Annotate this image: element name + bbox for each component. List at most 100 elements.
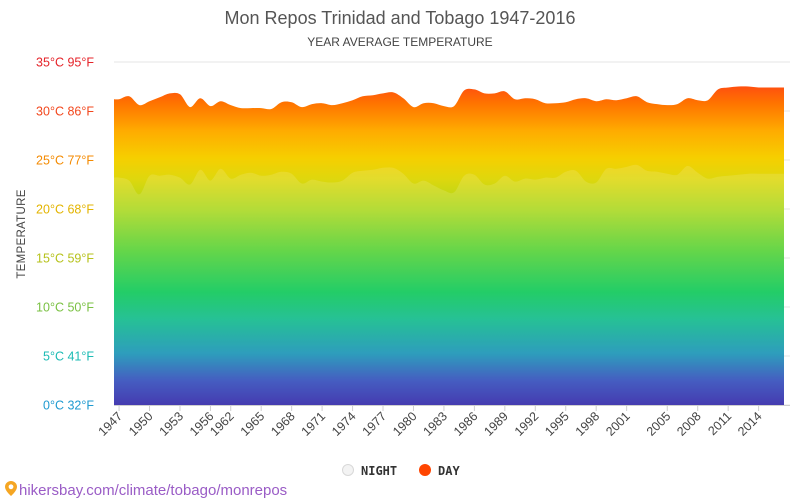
- data-point-day[interactable]: [117, 97, 121, 101]
- data-point-night[interactable]: [747, 172, 751, 176]
- data-point-day[interactable]: [645, 100, 649, 104]
- data-point-day[interactable]: [757, 86, 761, 90]
- data-point-day[interactable]: [330, 103, 334, 107]
- data-point-day[interactable]: [706, 98, 710, 102]
- data-point-night[interactable]: [523, 177, 527, 181]
- data-point-day[interactable]: [401, 96, 405, 100]
- data-point-day[interactable]: [696, 98, 700, 102]
- data-point-night[interactable]: [696, 171, 700, 175]
- data-point-night[interactable]: [543, 176, 547, 180]
- data-point-night[interactable]: [127, 179, 131, 183]
- data-point-night[interactable]: [391, 166, 395, 170]
- data-point-night[interactable]: [767, 172, 771, 176]
- data-point-day[interactable]: [503, 89, 507, 93]
- data-point-day[interactable]: [198, 96, 202, 100]
- data-point-day[interactable]: [554, 101, 558, 105]
- data-point-night[interactable]: [655, 170, 659, 174]
- data-point-day[interactable]: [351, 98, 355, 102]
- data-point-day[interactable]: [239, 106, 243, 110]
- data-point-night[interactable]: [584, 180, 588, 184]
- data-point-night[interactable]: [564, 170, 568, 174]
- data-point-night[interactable]: [351, 171, 355, 175]
- source-link[interactable]: hikersbay.com/climate/tobago/monrepos: [5, 481, 287, 499]
- data-point-night[interactable]: [239, 173, 243, 177]
- data-point-night[interactable]: [361, 169, 365, 173]
- data-point-day[interactable]: [422, 101, 426, 105]
- data-point-night[interactable]: [472, 173, 476, 177]
- data-point-day[interactable]: [148, 99, 152, 103]
- data-point-night[interactable]: [726, 174, 730, 178]
- data-point-night[interactable]: [594, 181, 598, 185]
- data-point-day[interactable]: [564, 100, 568, 104]
- data-point-night[interactable]: [320, 180, 324, 184]
- data-point-night[interactable]: [432, 184, 436, 188]
- data-point-day[interactable]: [615, 98, 619, 102]
- data-point-night[interactable]: [229, 177, 233, 181]
- data-point-night[interactable]: [188, 183, 192, 187]
- data-point-night[interactable]: [574, 169, 578, 173]
- data-point-day[interactable]: [736, 85, 740, 89]
- data-point-night[interactable]: [340, 179, 344, 183]
- data-point-night[interactable]: [330, 181, 334, 185]
- data-point-day[interactable]: [361, 94, 365, 98]
- data-point-day[interactable]: [533, 97, 537, 101]
- data-point-night[interactable]: [300, 182, 304, 186]
- data-point-day[interactable]: [716, 87, 720, 91]
- data-point-day[interactable]: [574, 97, 578, 101]
- data-point-day[interactable]: [686, 96, 690, 100]
- data-point-night[interactable]: [736, 173, 740, 177]
- legend-item-day[interactable]: DAY: [419, 464, 460, 478]
- data-point-night[interactable]: [148, 174, 152, 178]
- data-point-night[interactable]: [706, 177, 710, 181]
- data-point-day[interactable]: [675, 102, 679, 106]
- data-point-day[interactable]: [310, 102, 314, 106]
- data-point-night[interactable]: [280, 170, 284, 174]
- data-point-day[interactable]: [452, 104, 456, 108]
- data-point-night[interactable]: [716, 175, 720, 179]
- data-point-day[interactable]: [188, 105, 192, 109]
- data-point-night[interactable]: [259, 174, 263, 178]
- data-point-day[interactable]: [412, 105, 416, 109]
- data-point-day[interactable]: [432, 101, 436, 105]
- data-point-night[interactable]: [452, 190, 456, 194]
- data-point-night[interactable]: [178, 176, 182, 180]
- data-point-day[interactable]: [158, 95, 162, 99]
- data-point-night[interactable]: [158, 174, 162, 178]
- data-point-night[interactable]: [117, 176, 121, 180]
- data-point-night[interactable]: [777, 172, 781, 176]
- data-point-night[interactable]: [290, 172, 294, 176]
- data-point-night[interactable]: [422, 179, 426, 183]
- data-point-day[interactable]: [300, 105, 304, 109]
- data-point-day[interactable]: [523, 96, 527, 100]
- data-point-night[interactable]: [493, 182, 497, 186]
- data-point-day[interactable]: [290, 100, 294, 104]
- data-point-night[interactable]: [483, 183, 487, 187]
- data-point-day[interactable]: [168, 91, 172, 95]
- data-point-day[interactable]: [127, 94, 131, 98]
- data-point-day[interactable]: [178, 92, 182, 96]
- data-point-day[interactable]: [726, 86, 730, 90]
- data-point-day[interactable]: [665, 103, 669, 107]
- data-point-day[interactable]: [493, 91, 497, 95]
- data-point-day[interactable]: [219, 99, 223, 103]
- data-point-night[interactable]: [635, 163, 639, 167]
- data-point-day[interactable]: [391, 90, 395, 94]
- data-point-night[interactable]: [462, 174, 466, 178]
- data-point-day[interactable]: [483, 91, 487, 95]
- data-point-night[interactable]: [401, 172, 405, 176]
- data-point-day[interactable]: [462, 88, 466, 92]
- data-point-night[interactable]: [310, 178, 314, 182]
- data-point-day[interactable]: [604, 97, 608, 101]
- data-point-day[interactable]: [442, 104, 446, 108]
- data-point-night[interactable]: [137, 192, 141, 196]
- data-point-night[interactable]: [757, 172, 761, 176]
- data-point-day[interactable]: [543, 101, 547, 105]
- data-point-night[interactable]: [269, 173, 273, 177]
- data-point-day[interactable]: [625, 96, 629, 100]
- data-point-night[interactable]: [533, 178, 537, 182]
- data-point-day[interactable]: [371, 93, 375, 97]
- data-point-day[interactable]: [777, 86, 781, 90]
- data-point-day[interactable]: [472, 87, 476, 91]
- data-point-night[interactable]: [198, 168, 202, 172]
- data-point-day[interactable]: [269, 107, 273, 111]
